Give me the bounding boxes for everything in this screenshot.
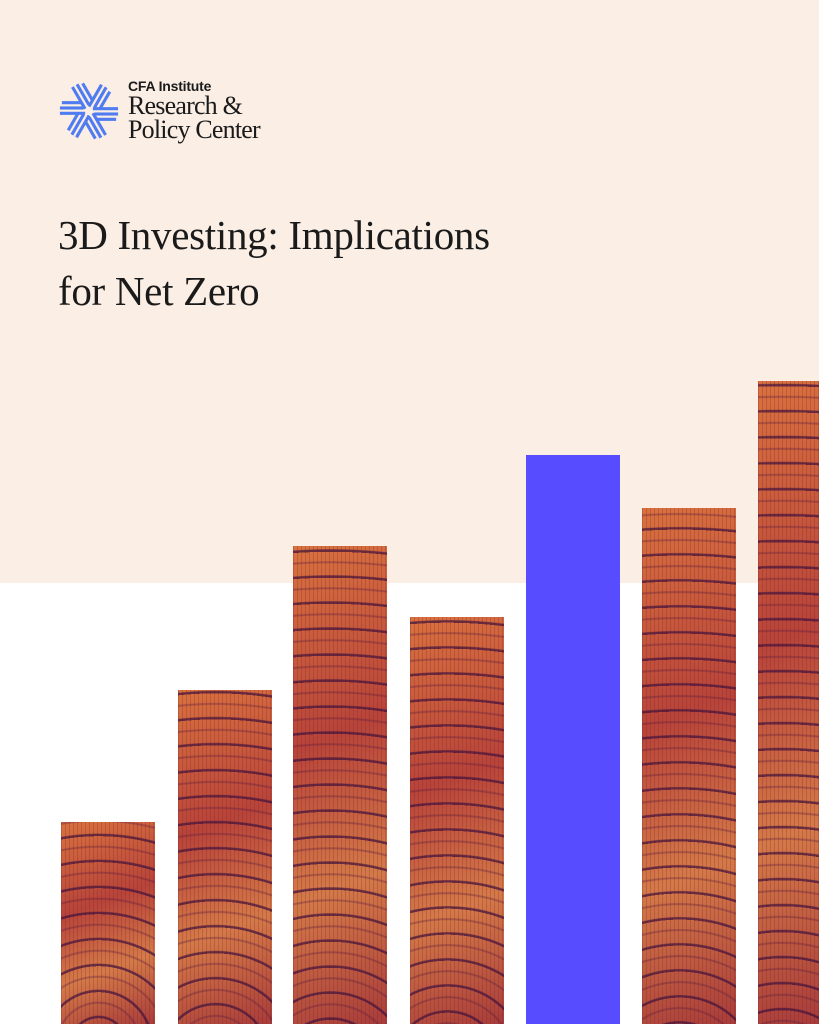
- logo-org-name: CFA Institute: [128, 78, 212, 94]
- title-line-2: for Net Zero: [58, 268, 260, 314]
- decorative-wood-bar-4: [410, 617, 504, 1024]
- document-title: 3D Investing: Implications for Net Zero: [58, 207, 490, 319]
- starburst-logo-icon: [59, 80, 119, 142]
- decorative-blue-bar: [526, 455, 620, 1024]
- logo-unit-line2: Policy Center: [128, 115, 261, 144]
- cover-background-band: [0, 0, 819, 583]
- cfa-logo: CFA Institute Research & Policy Center: [58, 78, 261, 144]
- decorative-wood-bar-1: [61, 822, 155, 1024]
- decorative-wood-bar-6: [642, 508, 736, 1024]
- title-line-1: 3D Investing: Implications: [58, 212, 490, 258]
- decorative-wood-bar-2: [178, 690, 272, 1024]
- logo-unit-line1: Research &: [128, 91, 243, 120]
- decorative-wood-bar-3: [293, 546, 387, 1024]
- decorative-wood-bar-7: [758, 381, 819, 1024]
